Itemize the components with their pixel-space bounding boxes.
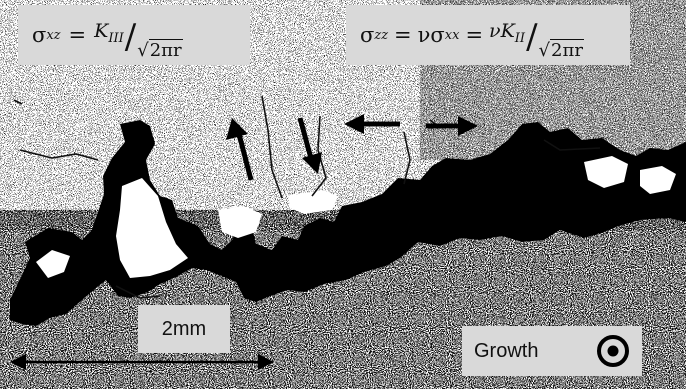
eq-right-num: νK (489, 20, 515, 42)
scale-bar (10, 354, 274, 370)
equation-box-right: σ zz = νσ xx = νKII/√2πr (346, 5, 630, 65)
eq-left-fraction: KIII/√2πr (94, 17, 183, 61)
eq-right-mid-sub: xx (444, 27, 460, 43)
scale-label-text: 2mm (161, 317, 207, 340)
eq-right-lhs-sub: zz (374, 27, 389, 43)
eq-left-den: 2πr (148, 39, 183, 61)
eq-left-num-sub: III (108, 30, 124, 46)
out-of-plane-icon (597, 335, 629, 367)
equation-box-left: σ xz = KIII/√2πr (18, 5, 250, 65)
eq-left-num: K (94, 20, 109, 42)
eq-right-mid: νσ (417, 23, 445, 47)
stress-arrows (226, 114, 478, 181)
arrow-right-icon (458, 116, 478, 136)
eq-left-equals: = (68, 23, 87, 47)
eq-right-equals-1: = (394, 23, 412, 47)
crack-lines (13, 95, 601, 299)
arrow-up-icon (226, 118, 248, 140)
eq-right-fraction: νKII/√2πr (489, 17, 584, 61)
eq-left-lhs: σ (32, 23, 47, 47)
eq-right-num-sub: II (514, 30, 526, 46)
eq-left-root: √ (137, 40, 149, 61)
arrow-down-icon (302, 152, 322, 174)
growth-label-text: Growth (474, 339, 539, 362)
growth-label: Growth (462, 326, 642, 376)
arrow-left-icon (344, 114, 364, 134)
eq-right-root: √ (538, 40, 551, 61)
eq-left-lhs-sub: xz (46, 27, 61, 43)
eq-right-equals-2: = (465, 23, 484, 47)
eq-right-lhs: σ (360, 23, 375, 47)
scale-label: 2mm (138, 305, 230, 353)
eq-right-den: 2πr (550, 39, 584, 61)
crack-region (10, 120, 686, 326)
